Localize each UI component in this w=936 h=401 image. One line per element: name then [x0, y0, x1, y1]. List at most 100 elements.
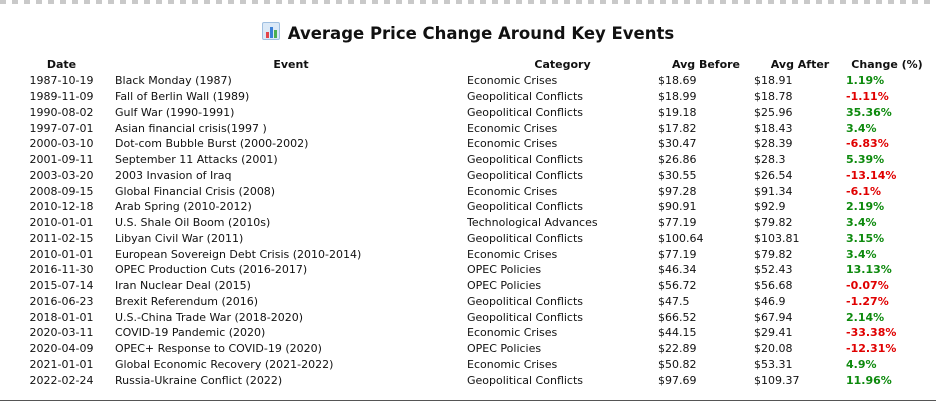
cell-category: Geopolitical Conflicts [467, 294, 584, 308]
cell-change: -33.38% [846, 326, 897, 340]
column-header-avg-after: Avg After [770, 58, 830, 71]
cell-avg-before: $90.91 [658, 200, 697, 214]
cell-category: Economic Crises [467, 247, 558, 261]
cell-avg-before: $100.64 [658, 231, 704, 245]
cell-event: Black Monday (1987) [115, 74, 232, 88]
page-title: Average Price Change Around Key Events [0, 22, 936, 43]
table-row: 2003-03-20 2003 Invasion of Iraq Geopoliti… [8, 168, 928, 184]
table-row: 2015-07-14 Iran Nuclear Deal (2015) OPEC P… [8, 278, 928, 294]
cell-event: European Sovereign Debt Crisis (2010-201… [115, 247, 362, 261]
cell-avg-after: $53.31 [754, 357, 793, 371]
cell-event: Arab Spring (2010-2012) [115, 200, 252, 214]
cell-avg-before: $26.86 [658, 153, 697, 167]
cell-avg-after: $56.68 [754, 279, 793, 293]
cell-category: Economic Crises [467, 121, 558, 135]
cell-change: 3.4% [846, 247, 877, 261]
cell-event: Gulf War (1990-1991) [115, 105, 235, 119]
cell-avg-before: $18.99 [658, 90, 697, 104]
cell-category: Geopolitical Conflicts [467, 310, 584, 324]
cell-avg-before: $44.15 [658, 326, 697, 340]
table-row: 2022-02-24 Russia-Ukraine Conflict (2022)… [8, 372, 928, 388]
cell-avg-after: $18.43 [754, 121, 793, 135]
cell-date: 1990-08-02 [29, 105, 94, 119]
cell-event: 2003 Invasion of Iraq [115, 168, 232, 182]
cell-event: Russia-Ukraine Conflict (2022) [115, 373, 283, 387]
cell-change: -1.27% [846, 294, 889, 308]
cell-category: OPEC Policies [467, 263, 542, 277]
cell-event: Libyan Civil War (2011) [115, 231, 244, 245]
cell-avg-after: $91.34 [754, 184, 793, 198]
cell-event: Global Financial Crisis (2008) [115, 184, 276, 198]
table-row: 2016-11-30 OPEC Production Cuts (2016-201… [8, 262, 928, 278]
cell-change: 4.9% [846, 357, 877, 371]
cell-change: 35.36% [846, 105, 892, 119]
cell-date: 2010-12-18 [29, 200, 94, 214]
cell-category: Economic Crises [467, 357, 558, 371]
cell-avg-after: $18.91 [754, 74, 793, 88]
cell-date: 2022-02-24 [29, 373, 94, 387]
cell-category: Economic Crises [467, 326, 558, 340]
cell-category: Economic Crises [467, 184, 558, 198]
table-row: 2021-01-01 Global Economic Recovery (2021… [8, 357, 928, 373]
cell-avg-after: $52.43 [754, 263, 793, 277]
cell-change: -6.1% [846, 184, 882, 198]
cell-event: Global Economic Recovery (2021-2022) [115, 357, 334, 371]
cell-change: 13.13% [846, 263, 892, 277]
cell-avg-before: $97.69 [658, 373, 697, 387]
cell-date: 2018-01-01 [29, 310, 94, 324]
cell-avg-before: $77.19 [658, 216, 697, 230]
bar-chart-icon [261, 22, 280, 40]
cell-category: Geopolitical Conflicts [467, 200, 584, 214]
cell-date: 2021-01-01 [29, 357, 94, 371]
cell-category: Geopolitical Conflicts [467, 168, 584, 182]
cell-date: 2015-07-14 [29, 279, 94, 293]
cell-date: 1989-11-09 [29, 90, 94, 104]
title-text: Average Price Change Around Key Events [287, 24, 675, 43]
cell-avg-after: $25.96 [754, 105, 793, 119]
cell-avg-before: $30.47 [658, 137, 697, 151]
cell-date: 2016-06-23 [29, 294, 94, 308]
cell-date: 2011-02-15 [29, 231, 94, 245]
cell-event: Brexit Referendum (2016) [115, 294, 259, 308]
column-header-event: Event [273, 58, 309, 71]
cell-event: COVID-19 Pandemic (2020) [115, 326, 266, 340]
table-row: 2010-01-01 U.S. Shale Oil Boom (2010s) Tec… [8, 215, 928, 231]
cell-category: Economic Crises [467, 137, 558, 151]
table-row: 2000-03-10 Dot-com Bubble Burst (2000-200… [8, 136, 928, 152]
cell-change: -0.07% [846, 279, 889, 293]
cell-change: 1.19% [846, 74, 885, 88]
table-row: 2018-01-01 U.S.-China Trade War (2018-202… [8, 309, 928, 325]
cell-date: 2003-03-20 [29, 168, 94, 182]
column-header-change: Change (%) [851, 58, 923, 71]
table-row: 2008-09-15 Global Financial Crisis (2008)… [8, 183, 928, 199]
column-header-avg-before: Avg Before [671, 58, 741, 71]
cell-change: -1.11% [846, 90, 889, 104]
table-row: 2001-09-11 September 11 Attacks (2001) Geo… [8, 152, 928, 168]
cell-avg-before: $17.82 [658, 121, 697, 135]
cell-event: Iran Nuclear Deal (2015) [115, 279, 251, 293]
table-row: 2010-01-01 European Sovereign Debt Crisis… [8, 246, 928, 262]
cell-category: Technological Advances [467, 216, 598, 230]
cell-change: -12.31% [846, 342, 897, 356]
column-header-category: Category [534, 58, 591, 71]
cell-avg-before: $66.52 [658, 310, 697, 324]
cell-avg-before: $22.89 [658, 342, 697, 356]
cell-date: 2001-09-11 [29, 153, 94, 167]
top-dashed-border [0, 0, 936, 4]
cell-avg-after: $20.08 [754, 342, 793, 356]
cell-avg-after: $26.54 [754, 168, 793, 182]
cell-avg-after: $18.78 [754, 90, 793, 104]
cell-category: Geopolitical Conflicts [467, 231, 584, 245]
cell-date: 1987-10-19 [29, 74, 94, 88]
cell-event: Fall of Berlin Wall (1989) [115, 90, 250, 104]
cell-category: Geopolitical Conflicts [467, 90, 584, 104]
cell-category: Geopolitical Conflicts [467, 153, 584, 167]
table-row: 2016-06-23 Brexit Referendum (2016) Geopol… [8, 294, 928, 310]
cell-avg-before: $19.18 [658, 105, 697, 119]
cell-avg-before: $30.55 [658, 168, 697, 182]
cell-category: OPEC Policies [467, 342, 542, 356]
cell-category: Geopolitical Conflicts [467, 373, 584, 387]
cell-date: 2008-09-15 [29, 184, 94, 198]
cell-event: Dot-com Bubble Burst (2000-2002) [115, 137, 309, 151]
cell-event: OPEC Production Cuts (2016-2017) [115, 263, 308, 277]
